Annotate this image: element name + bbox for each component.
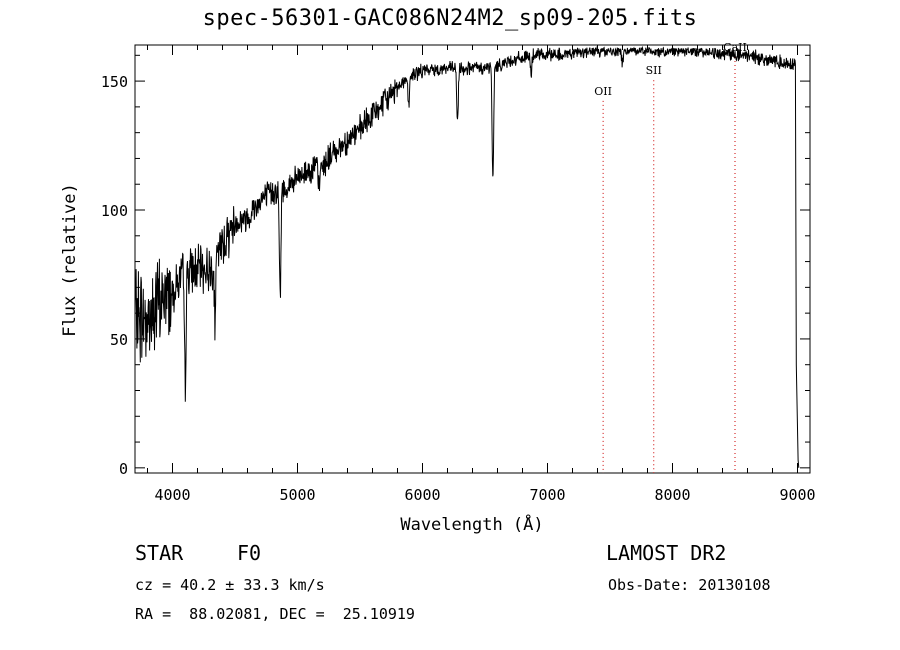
obs-date: Obs-Date: 20130108 xyxy=(608,576,771,594)
chart-title: spec-56301-GAC086N24M2_sp09-205.fits xyxy=(202,6,698,31)
y-axis-label: Flux (relative) xyxy=(60,183,80,337)
spectrum-line xyxy=(134,45,800,468)
x-tick-label: 8000 xyxy=(654,486,690,504)
axis-ticks: 4000 5000 6000 7000 8000 9000 0 50 100 150 xyxy=(101,45,816,504)
x-tick-label: 4000 xyxy=(154,486,190,504)
object-subclass: F0 xyxy=(237,541,262,565)
coordinates-text: RA = 88.02081, DEC = 25.10919 xyxy=(135,605,415,623)
plot-frame xyxy=(134,44,811,474)
line-marker-label: SII xyxy=(646,64,662,77)
x-tick-label: 7000 xyxy=(529,486,565,504)
x-tick-label: 9000 xyxy=(779,486,815,504)
x-axis-label: Wavelength (Å) xyxy=(400,513,543,535)
y-tick-label: 100 xyxy=(101,202,128,220)
line-marker-label: OII xyxy=(594,85,612,98)
survey-name: LAMOST DR2 xyxy=(606,541,727,565)
y-tick-label: 150 xyxy=(101,73,128,91)
redshift-text: cz = 40.2 ± 33.3 km/s xyxy=(135,576,325,594)
object-type: STAR xyxy=(135,541,184,565)
x-tick-label: 6000 xyxy=(404,486,440,504)
y-tick-label: 50 xyxy=(110,331,128,349)
x-tick-label: 5000 xyxy=(279,486,315,504)
y-tick-label: 0 xyxy=(119,460,128,478)
